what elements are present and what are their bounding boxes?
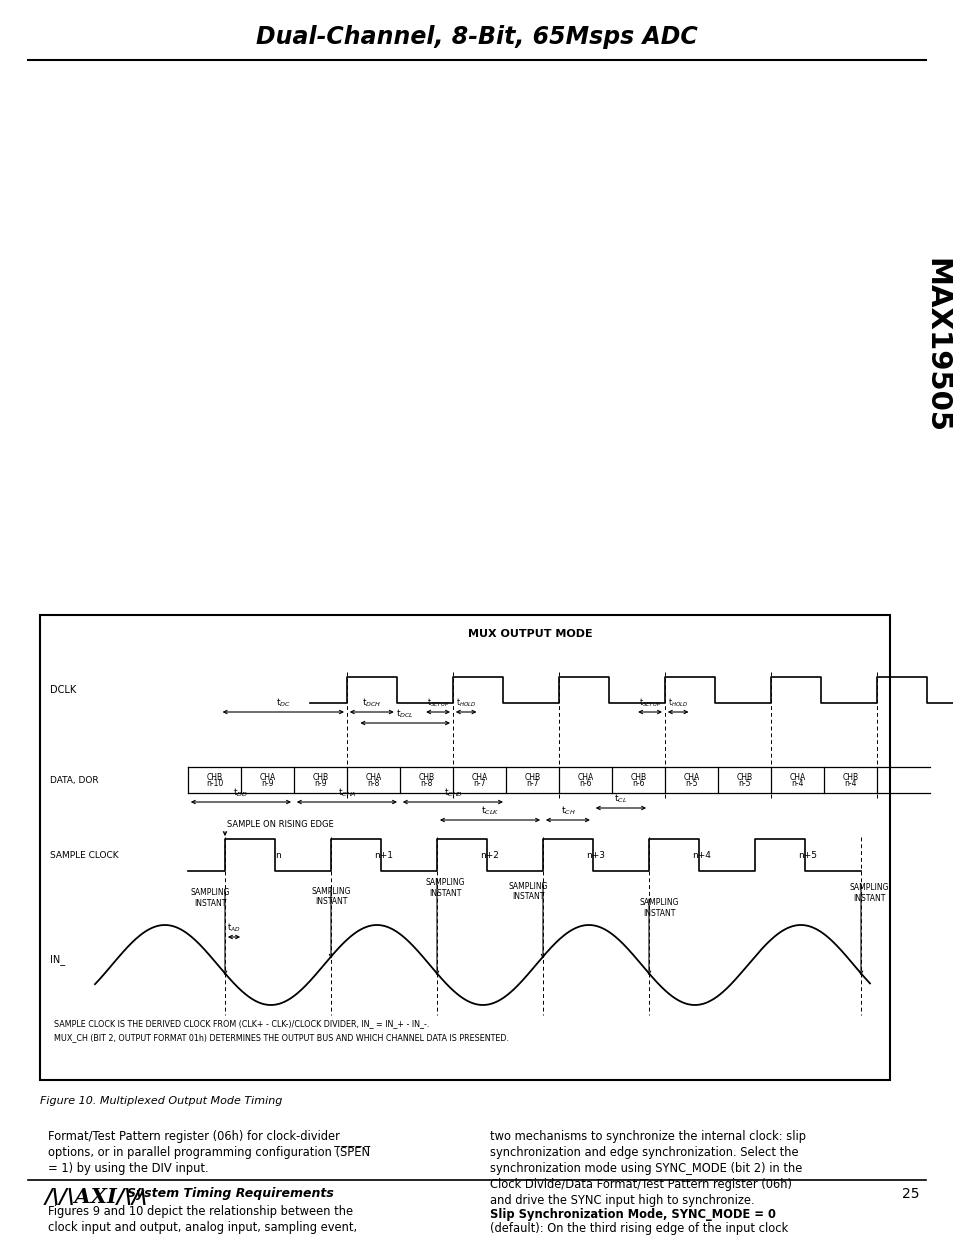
Text: SAMPLING
INSTANT: SAMPLING INSTANT bbox=[190, 888, 230, 908]
Text: SAMPLING
INSTANT: SAMPLING INSTANT bbox=[311, 887, 351, 906]
Text: SAMPLE ON RISING EDGE: SAMPLE ON RISING EDGE bbox=[227, 820, 334, 829]
Text: CHA: CHA bbox=[682, 773, 699, 782]
Text: t$_{DD}$: t$_{DD}$ bbox=[233, 787, 248, 799]
Text: t$_{AD}$: t$_{AD}$ bbox=[227, 921, 240, 934]
Text: n-8: n-8 bbox=[419, 779, 432, 788]
Text: System Timing Requirements: System Timing Requirements bbox=[127, 1187, 334, 1200]
Text: CHB: CHB bbox=[841, 773, 858, 782]
Text: t$_{SETUP}$: t$_{SETUP}$ bbox=[639, 697, 660, 709]
Text: n-4: n-4 bbox=[790, 779, 802, 788]
Text: n: n bbox=[274, 851, 280, 860]
Text: t$_{CHA}$: t$_{CHA}$ bbox=[337, 787, 355, 799]
Text: n+2: n+2 bbox=[480, 851, 499, 860]
Text: t$_{CH}$: t$_{CH}$ bbox=[560, 804, 575, 818]
Text: MUX OUTPUT MODE: MUX OUTPUT MODE bbox=[467, 629, 592, 638]
Text: n-7: n-7 bbox=[526, 779, 538, 788]
Text: t$_{DCL}$: t$_{DCL}$ bbox=[395, 708, 414, 720]
Text: SAMPLING
INSTANT: SAMPLING INSTANT bbox=[508, 882, 547, 902]
Text: Figures 9 and 10 depict the relationship between the
clock input and output, ana: Figures 9 and 10 depict the relationship… bbox=[48, 1205, 367, 1235]
Text: 25: 25 bbox=[902, 1187, 919, 1200]
Text: t$_{CL}$: t$_{CL}$ bbox=[614, 793, 627, 805]
Text: CHA: CHA bbox=[577, 773, 593, 782]
Text: t$_{HOLD}$: t$_{HOLD}$ bbox=[456, 697, 476, 709]
Bar bbox=[40, 615, 889, 1079]
Text: t$_{SETUP}$: t$_{SETUP}$ bbox=[427, 697, 449, 709]
Text: n+1: n+1 bbox=[375, 851, 393, 860]
Text: n-6: n-6 bbox=[578, 779, 591, 788]
Text: n+3: n+3 bbox=[586, 851, 605, 860]
Text: (default): On the third rising edge of the input clock
(CLK) after the rising ed: (default): On the third rising edge of t… bbox=[490, 1221, 810, 1235]
Text: MUX_CH (BIT 2, OUTPUT FORMAT 01h) DETERMINES THE OUTPUT BUS AND WHICH CHANNEL DA: MUX_CH (BIT 2, OUTPUT FORMAT 01h) DETERM… bbox=[54, 1032, 509, 1042]
Text: Slip Synchronization Mode, SYNC_MODE = 0: Slip Synchronization Mode, SYNC_MODE = 0 bbox=[490, 1208, 775, 1221]
Text: CHA: CHA bbox=[471, 773, 487, 782]
Text: n-6: n-6 bbox=[632, 779, 644, 788]
Text: Format/Test Pattern register (06h) for clock-divider
options, or in parallel pro: Format/Test Pattern register (06h) for c… bbox=[48, 1130, 370, 1174]
Text: SAMPLING
INSTANT: SAMPLING INSTANT bbox=[425, 878, 464, 898]
Text: t$_{DC}$: t$_{DC}$ bbox=[275, 697, 291, 709]
Text: two mechanisms to synchronize the internal clock: slip
synchronization and edge : two mechanisms to synchronize the intern… bbox=[490, 1130, 805, 1207]
Text: MAX19505: MAX19505 bbox=[921, 258, 949, 432]
Text: n-10: n-10 bbox=[206, 779, 223, 788]
Text: CHA: CHA bbox=[365, 773, 381, 782]
Text: CHB: CHB bbox=[524, 773, 540, 782]
Text: n-5: n-5 bbox=[684, 779, 697, 788]
Text: CHB: CHB bbox=[630, 773, 646, 782]
Text: DCLK: DCLK bbox=[50, 685, 76, 695]
Text: t$_{CHB}$: t$_{CHB}$ bbox=[443, 787, 462, 799]
Text: CHA: CHA bbox=[788, 773, 804, 782]
Text: /\/\AXI/\/\: /\/\AXI/\/\ bbox=[45, 1187, 148, 1207]
Text: n-8: n-8 bbox=[367, 779, 379, 788]
Text: SAMPLING
INSTANT: SAMPLING INSTANT bbox=[639, 898, 678, 918]
Text: t$_{CLK}$: t$_{CLK}$ bbox=[480, 804, 498, 818]
Text: SAMPLE CLOCK: SAMPLE CLOCK bbox=[50, 851, 118, 860]
Text: t$_{DCH}$: t$_{DCH}$ bbox=[362, 697, 381, 709]
Text: n+4: n+4 bbox=[692, 851, 711, 860]
Text: Figure 10. Multiplexed Output Mode Timing: Figure 10. Multiplexed Output Mode Timin… bbox=[40, 1095, 282, 1107]
Text: CHB: CHB bbox=[418, 773, 434, 782]
Text: SAMPLE CLOCK IS THE DERIVED CLOCK FROM (CLK+ - CLK-)/CLOCK DIVIDER, IN_ = IN_+ -: SAMPLE CLOCK IS THE DERIVED CLOCK FROM (… bbox=[54, 1019, 429, 1028]
Text: n-4: n-4 bbox=[843, 779, 856, 788]
Text: DATA, DOR: DATA, DOR bbox=[50, 776, 98, 784]
Text: CHB: CHB bbox=[312, 773, 328, 782]
Text: Dual-Channel, 8-Bit, 65Msps ADC: Dual-Channel, 8-Bit, 65Msps ADC bbox=[255, 25, 698, 49]
Text: IN_: IN_ bbox=[50, 955, 65, 966]
Text: n-9: n-9 bbox=[261, 779, 274, 788]
Text: n-9: n-9 bbox=[314, 779, 326, 788]
Text: CHB: CHB bbox=[736, 773, 752, 782]
Text: n+5: n+5 bbox=[798, 851, 817, 860]
Text: n-5: n-5 bbox=[738, 779, 750, 788]
Text: t$_{HOLD}$: t$_{HOLD}$ bbox=[667, 697, 687, 709]
Text: CHB: CHB bbox=[206, 773, 222, 782]
Text: SAMPLING
INSTANT: SAMPLING INSTANT bbox=[848, 883, 888, 903]
Text: n-7: n-7 bbox=[473, 779, 485, 788]
Text: CHA: CHA bbox=[259, 773, 275, 782]
